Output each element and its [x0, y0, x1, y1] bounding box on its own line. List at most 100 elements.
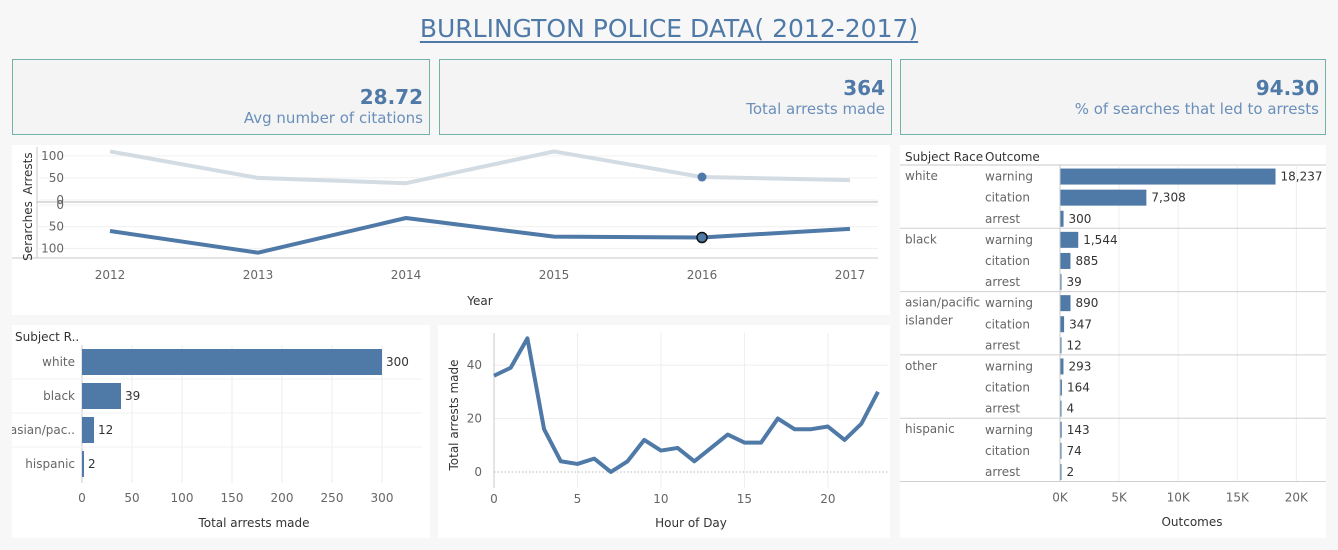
hourly-x-tick-label: 10	[653, 492, 668, 506]
outcomes-header-race: Subject Race	[905, 150, 983, 164]
outcomes-bar	[1060, 442, 1062, 459]
yearly-x-tick-label: 2014	[391, 268, 422, 282]
outcomes-outcome-label: warning	[985, 296, 1033, 310]
race-arrests-x-tick-label: 100	[171, 491, 194, 505]
kpi-total-arrests-value: 364	[843, 76, 885, 100]
outcomes-bar-label: 143	[1067, 423, 1090, 437]
outcomes-outcome-label: warning	[985, 233, 1033, 247]
outcomes-bar	[1060, 210, 1064, 227]
outcomes-outcome-label: warning	[985, 170, 1033, 184]
race-arrests-x-axis-label: Total arrests made	[197, 516, 309, 530]
outcomes-bar-label: 2	[1067, 465, 1075, 479]
outcomes-x-tick-label: 5K	[1111, 491, 1128, 505]
outcomes-header-outcome: Outcome	[985, 150, 1040, 164]
hourly-y-axis-label: Total arrests made	[447, 359, 461, 471]
race-arrests-chart[interactable]: Subject R.. 0 50 100 150 200 250 300 white 300 bla…	[10, 325, 430, 538]
yearly-y-tick-label: 0	[56, 193, 64, 207]
outcomes-race-label: islander	[905, 314, 953, 328]
outcomes-x-axis-label: Outcomes	[1161, 515, 1222, 529]
outcomes-bar	[1060, 337, 1062, 354]
race-arrests-x-tick-label: 300	[371, 491, 394, 505]
outcomes-bar	[1060, 463, 1062, 480]
kpi-total-arrests-label: Total arrests made	[746, 100, 885, 118]
hourly-chart-panel: 0 5 10 15 20 40 20 0 Total arrests made Hour of D…	[438, 325, 890, 538]
outcomes-x-tick-label: 0K	[1052, 491, 1069, 505]
yearly-chart-panel: 100 50 0 Arrests 0 50 100 Serarches 2012 2013 2014…	[12, 145, 890, 315]
race-arrests-category-label: black	[43, 389, 75, 403]
outcomes-x-tick-label: 20K	[1285, 491, 1309, 505]
kpi-avg-citations[interactable]: 28.72 Avg number of citations	[12, 59, 430, 135]
race-arrests-x-tick-label: 50	[124, 491, 139, 505]
yearly-highlight-point	[697, 172, 707, 182]
outcomes-bar-label: 890	[1076, 296, 1099, 310]
race-arrests-bar-label: 300	[386, 355, 409, 369]
yearly-x-tick-label: 2017	[835, 268, 866, 282]
outcomes-outcome-label: arrest	[985, 465, 1020, 479]
outcomes-bar-label: 300	[1069, 212, 1092, 226]
race-arrests-x-tick-label: 200	[271, 491, 294, 505]
kpi-pct-searches-label: % of searches that led to arrests	[1074, 100, 1319, 118]
outcomes-bar	[1060, 274, 1062, 291]
race-arrests-category-label: white	[42, 355, 75, 369]
outcomes-bar	[1060, 295, 1071, 312]
hourly-x-tick-label: 20	[820, 492, 835, 506]
race-arrests-bar	[82, 383, 121, 409]
kpi-pct-searches[interactable]: 94.30 % of searches that led to arrests	[900, 59, 1326, 135]
outcomes-outcome-label: warning	[985, 359, 1033, 373]
yearly-x-axis-label: Year	[466, 294, 492, 308]
hourly-x-axis-label: Hour of Day	[655, 516, 727, 530]
outcomes-race-label: asian/pacific	[905, 296, 980, 310]
yearly-y-tick-label: 100	[41, 149, 64, 163]
outcomes-bar-label: 18,237	[1281, 170, 1323, 184]
hourly-series-line	[493, 336, 880, 474]
outcomes-x-tick-label: 15K	[1226, 491, 1250, 505]
hourly-y-tick-label: 20	[467, 412, 482, 426]
race-arrests-x-tick-label: 250	[321, 491, 344, 505]
hourly-y-tick-label: 0	[474, 465, 482, 479]
race-arrests-x-tick-label: 150	[221, 491, 244, 505]
race-arrests-bar-label: 39	[125, 389, 140, 403]
yearly-y-tick-label: 100	[41, 241, 64, 255]
outcomes-chart-panel: Subject Race Outcome 0K 5K 10K 15K 20K white war…	[900, 145, 1326, 538]
yearly-chart[interactable]: 100 50 0 Arrests 0 50 100 Serarches 2012 2013 2014…	[12, 145, 890, 315]
race-arrests-bar	[82, 451, 84, 477]
outcomes-outcome-label: arrest	[985, 275, 1020, 289]
outcomes-bar	[1060, 252, 1071, 269]
kpi-total-arrests[interactable]: 364 Total arrests made	[439, 59, 892, 135]
outcomes-bar	[1060, 231, 1079, 248]
outcomes-bar	[1060, 358, 1064, 375]
yearly-y-axis-label: Serarches	[21, 201, 35, 261]
race-arrests-chart-panel: Subject R.. 0 50 100 150 200 250 300 white 300 bla…	[10, 325, 430, 538]
yearly-y-tick-label: 0	[56, 198, 64, 212]
race-arrests-bar-label: 12	[98, 423, 113, 437]
outcomes-race-label: other	[905, 359, 937, 373]
outcomes-race-label: white	[905, 169, 938, 183]
yearly-series-line-arrests	[109, 149, 851, 186]
yearly-x-tick-label: 2015	[539, 268, 570, 282]
outcomes-bar-label: 7,308	[1151, 191, 1185, 205]
outcomes-chart[interactable]: Subject Race Outcome 0K 5K 10K 15K 20K white war…	[900, 145, 1326, 538]
outcomes-outcome-label: citation	[985, 191, 1030, 205]
outcomes-outcome-label: arrest	[985, 338, 1020, 352]
race-arrests-category-label: hispanic	[25, 457, 75, 471]
yearly-x-tick-label: 2016	[687, 268, 718, 282]
yearly-highlight-point	[696, 231, 708, 244]
outcomes-outcome-label: citation	[985, 254, 1030, 268]
yearly-x-tick-label: 2012	[95, 268, 126, 282]
yearly-y-tick-label: 50	[49, 220, 64, 234]
hourly-chart[interactable]: 0 5 10 15 20 40 20 0 Total arrests made Hour of D…	[438, 325, 890, 538]
kpi-avg-citations-label: Avg number of citations	[243, 109, 423, 127]
race-arrests-bar	[82, 417, 94, 443]
race-arrests-x-tick-label: 0	[78, 491, 86, 505]
outcomes-bar	[1060, 189, 1147, 206]
outcomes-bar-label: 347	[1069, 317, 1092, 331]
outcomes-bar-label: 12	[1067, 338, 1082, 352]
outcomes-x-tick-label: 10K	[1167, 491, 1191, 505]
outcomes-outcome-label: warning	[985, 423, 1033, 437]
outcomes-bar	[1060, 316, 1065, 333]
kpi-pct-searches-value: 94.30	[1255, 76, 1319, 100]
outcomes-outcome-label: arrest	[985, 402, 1020, 416]
hourly-x-tick-label: 5	[574, 492, 582, 506]
outcomes-bar	[1060, 421, 1062, 438]
hourly-y-tick-label: 40	[467, 358, 482, 372]
